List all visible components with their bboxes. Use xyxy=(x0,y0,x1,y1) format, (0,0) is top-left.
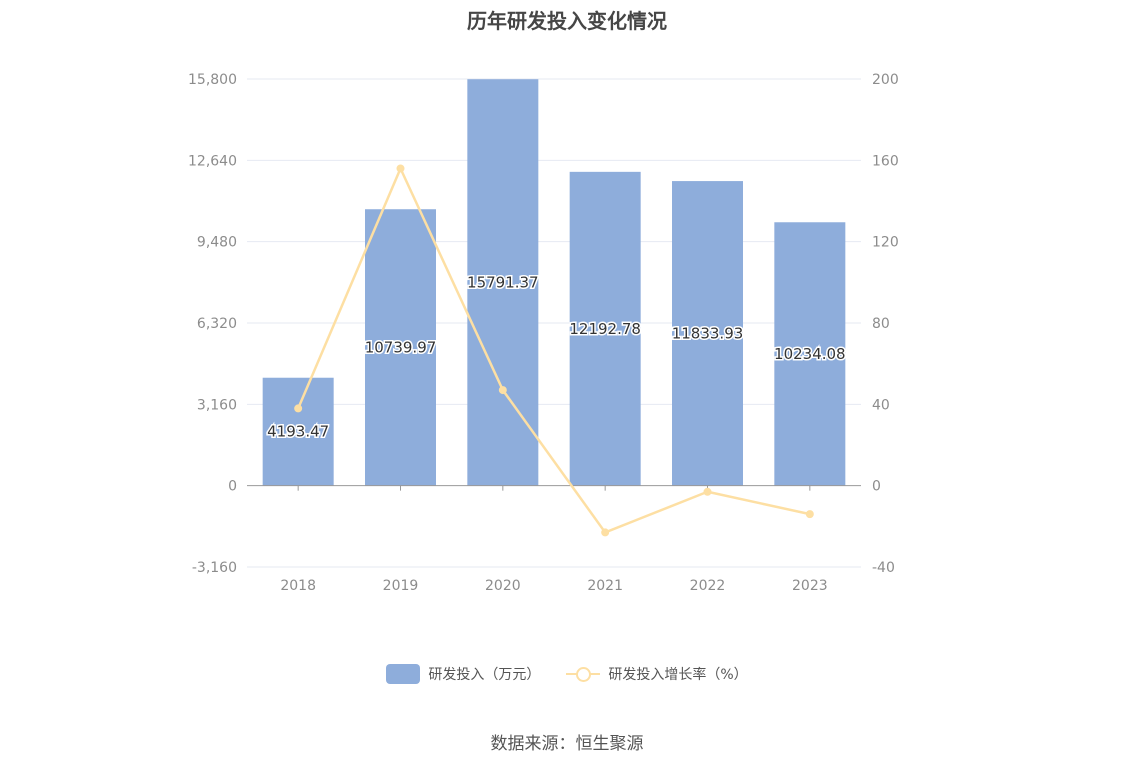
bar xyxy=(467,79,539,486)
y-left-tick-label: 6,320 xyxy=(197,316,237,332)
growth-point xyxy=(498,386,507,395)
x-tick-label: 2018 xyxy=(280,578,316,594)
chart-title: 历年研发投入变化情况 xyxy=(467,9,667,33)
y-left-tick-label: 3,160 xyxy=(197,397,237,413)
bar xyxy=(262,377,334,486)
growth-point xyxy=(601,528,610,537)
growth-point xyxy=(294,404,303,413)
x-tick-label: 2023 xyxy=(792,578,828,594)
y-left-tick-label: -3,160 xyxy=(192,560,237,576)
y-axis-left-ticks: -3,160 0 3,160 6,320 9,480 12,640 15,800 xyxy=(188,72,237,576)
y-right-tick-label: 40 xyxy=(872,397,890,413)
legend: 研发投入（万元） 研发投入增长率（%） xyxy=(0,664,1134,684)
bar-data-label: 10234.08 xyxy=(774,345,846,363)
line-swatch-icon xyxy=(566,664,601,684)
y-right-tick-label: -40 xyxy=(872,560,895,576)
y-left-tick-label: 12,640 xyxy=(188,153,237,169)
bar xyxy=(672,181,743,486)
x-axis xyxy=(247,485,861,491)
x-tick-label: 2022 xyxy=(690,578,726,594)
y-left-tick-label: 0 xyxy=(228,479,237,495)
bar-data-label: 12192.78 xyxy=(569,320,641,338)
growth-polyline xyxy=(297,167,811,534)
bar xyxy=(365,209,436,486)
y-right-tick-label: 160 xyxy=(872,153,899,169)
legend-label-rd-investment: 研发投入（万元） xyxy=(428,667,541,683)
bar-swatch-icon xyxy=(386,664,421,684)
growth-point xyxy=(396,164,405,173)
y-right-tick-label: 120 xyxy=(872,235,899,251)
y-axis-right-ticks: -40 0 40 80 120 160 200 xyxy=(872,72,899,576)
y-left-tick-label: 15,800 xyxy=(188,72,237,88)
legend-item-growth-rate[interactable]: 研发投入增长率（%） xyxy=(566,664,748,684)
legend-item-rd-investment[interactable]: 研发投入（万元） xyxy=(386,664,540,684)
x-axis-tick-labels: 2018 2019 2020 2021 2022 2023 xyxy=(280,578,827,594)
bar-data-label: 15791.37 xyxy=(467,273,539,291)
x-tick-label: 2019 xyxy=(383,578,419,594)
bar-data-label: 11833.93 xyxy=(672,324,744,342)
legend-label-growth-rate: 研发投入增长率（%） xyxy=(608,667,748,683)
growth-line xyxy=(294,164,814,537)
growth-point xyxy=(805,510,814,519)
gridlines xyxy=(247,78,861,568)
y-left-tick-label: 9,480 xyxy=(197,235,237,251)
bar xyxy=(569,171,641,486)
bars xyxy=(262,79,846,486)
x-tick-label: 2020 xyxy=(485,578,521,594)
x-tick-label: 2021 xyxy=(587,578,623,594)
y-right-tick-label: 80 xyxy=(872,316,890,332)
y-right-tick-label: 200 xyxy=(872,72,899,88)
y-right-tick-label: 0 xyxy=(872,479,881,495)
bar-data-label: 4193.47 xyxy=(267,423,329,441)
bar-data-labels: 4193.47 10739.97 15791.37 12192.78 11833.93 1… xyxy=(266,272,847,442)
growth-point xyxy=(703,487,712,496)
bar-data-label: 10739.97 xyxy=(365,338,437,356)
bar xyxy=(774,222,846,486)
data-source: 数据来源：恒生聚源 xyxy=(490,734,644,754)
